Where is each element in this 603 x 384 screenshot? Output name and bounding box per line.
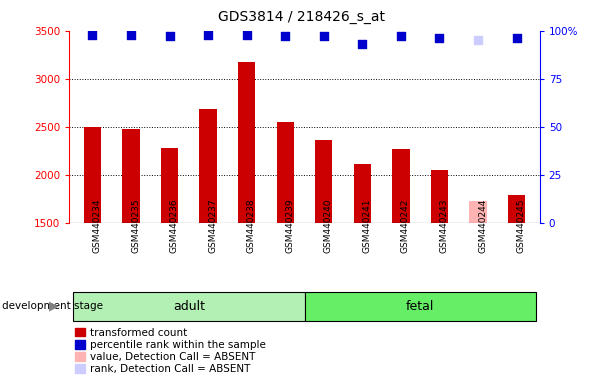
Text: GSM440238: GSM440238 (247, 199, 256, 253)
Text: GSM440234: GSM440234 (92, 199, 101, 253)
Point (165, 33, 174, 40)
Bar (431, 170, 448, 223)
Text: GSM440241: GSM440241 (362, 199, 371, 253)
Text: GSM440244: GSM440244 (478, 199, 487, 253)
Bar (73, 291, 305, 321)
Text: GSM440240: GSM440240 (324, 199, 333, 253)
Bar (200, 109, 217, 223)
Text: GSM440243: GSM440243 (440, 199, 449, 253)
Bar (354, 164, 371, 223)
Point (87, 31, 97, 38)
Bar (122, 129, 140, 223)
Point (473, 37, 483, 43)
Text: GSM440236: GSM440236 (169, 199, 178, 253)
Point (396, 33, 406, 40)
Text: GSM440239: GSM440239 (285, 199, 294, 253)
Text: development stage: development stage (2, 301, 103, 311)
Bar (508, 195, 525, 223)
Bar (161, 148, 178, 223)
Point (126, 31, 136, 38)
Point (319, 33, 329, 40)
Point (512, 35, 522, 41)
Point (242, 31, 251, 38)
Bar (305, 291, 536, 321)
Point (435, 35, 444, 41)
Bar (277, 122, 294, 223)
Point (358, 41, 367, 47)
Text: fetal: fetal (406, 300, 434, 313)
Text: GDS3814 / 218426_s_at: GDS3814 / 218426_s_at (218, 10, 385, 23)
Text: GSM440245: GSM440245 (517, 199, 526, 253)
Text: GSM440242: GSM440242 (401, 199, 410, 253)
Text: ▶: ▶ (49, 300, 59, 313)
Text: GSM440237: GSM440237 (208, 199, 217, 253)
Bar (392, 149, 409, 223)
Text: adult: adult (173, 300, 205, 313)
Bar (238, 62, 255, 223)
Point (203, 31, 213, 38)
Bar (315, 140, 332, 223)
Text: GSM440235: GSM440235 (131, 199, 140, 253)
Bar (469, 200, 487, 223)
Point (280, 33, 290, 40)
Legend: transformed count, percentile rank within the sample, value, Detection Call = AB: transformed count, percentile rank withi… (75, 328, 266, 374)
Bar (84, 127, 101, 223)
